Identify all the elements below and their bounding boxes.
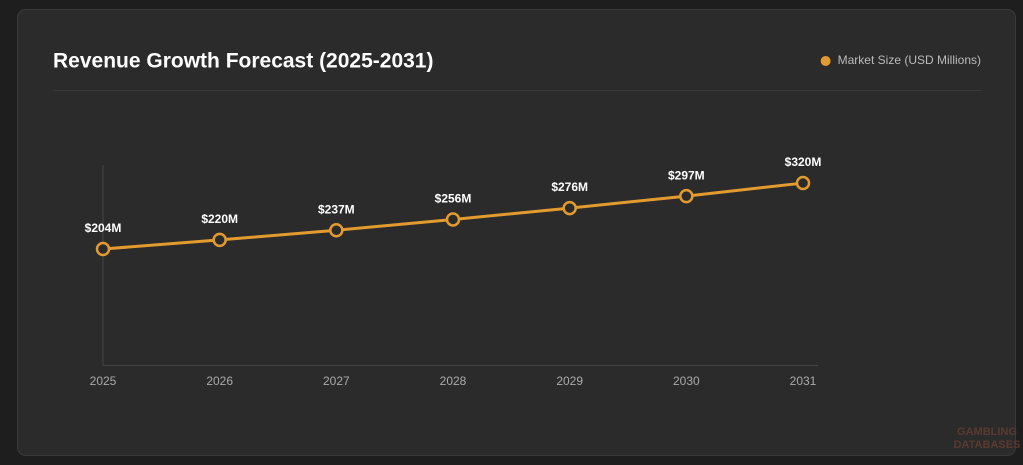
data-label: $297M [668,168,705,182]
point [679,188,694,204]
x-tick-label: 2027 [323,374,350,388]
watermark: DATABASES [954,439,1021,451]
point [329,222,344,238]
x-tick-label: 2028 [440,374,467,388]
x-tick-label: 2030 [673,374,700,388]
data-label: $237M [318,202,355,216]
x-tick-label: 2025 [90,374,117,388]
x-tick-label: 2031 [790,374,817,388]
x-tick-label: 2029 [556,374,583,388]
data-label: $204M [85,221,122,235]
point [795,175,811,191]
legend-label: Market Size (USD Millions) [838,53,981,67]
data-label: $320M [785,155,822,169]
point [212,232,227,248]
x-tick-label: 2026 [206,374,233,388]
point [562,200,577,216]
legend-marker [820,56,831,66]
chart-title: Revenue Growth Forecast (2025-2031) [53,50,433,73]
data-label: $220M [201,212,238,226]
data-label: $276M [551,180,588,194]
card [17,9,1016,456]
point [445,212,461,227]
point [95,241,111,257]
watermark: GAMBLING [957,426,1017,438]
data-label: $256M [435,192,472,206]
